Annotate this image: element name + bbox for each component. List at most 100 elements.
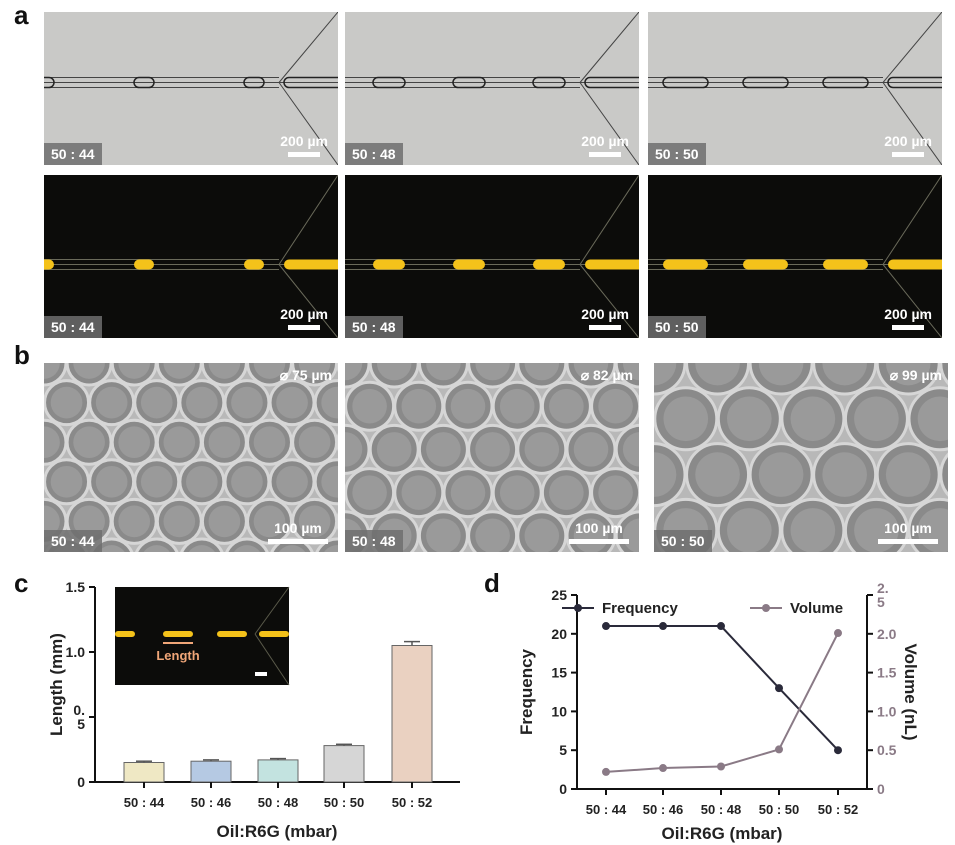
- droplet-core: [475, 518, 510, 552]
- tick-part: 5: [877, 594, 885, 610]
- scale-bar-label: 200 µm: [581, 133, 629, 149]
- droplet-core: [50, 386, 83, 419]
- background: [345, 175, 639, 338]
- y-tick-label: 0: [77, 774, 85, 790]
- droplet: [372, 76, 406, 89]
- droplet-core: [298, 505, 331, 538]
- data-point: [602, 767, 610, 776]
- droplet: [939, 452, 948, 497]
- droplet-core: [663, 396, 709, 442]
- channel-wall: [254, 586, 290, 635]
- droplet-core: [524, 432, 560, 467]
- droplet: [244, 259, 264, 270]
- scale-bar-label: 200 µm: [280, 306, 328, 322]
- droplet: [939, 363, 948, 386]
- y-tick-label: 0: [559, 781, 567, 797]
- scale-bar: 200 µm: [884, 133, 932, 157]
- y-tick-label: 1.0: [66, 644, 86, 660]
- droplet: [134, 259, 154, 270]
- legend-label: Volume: [790, 600, 843, 617]
- droplet-core: [524, 518, 560, 552]
- legend-marker: [574, 604, 582, 612]
- scale-bar-label: 100 µm: [274, 520, 322, 536]
- y-tick-label: 25: [551, 587, 567, 603]
- x-axis-label: Oil:R6G (mbar): [217, 822, 338, 841]
- panel-label-c: c: [14, 568, 29, 598]
- droplet-core: [163, 426, 196, 459]
- droplet-core: [654, 452, 677, 497]
- droplet-core: [73, 363, 105, 379]
- droplet-core: [321, 465, 338, 498]
- droplet-core: [622, 363, 639, 381]
- channel-wall: [278, 175, 338, 265]
- droplet-core: [208, 426, 241, 459]
- droplet-core: [426, 518, 461, 552]
- micrograph: [345, 175, 639, 338]
- droplet-core: [298, 426, 331, 459]
- ratio-label: 50 : 48: [345, 530, 403, 552]
- droplet: [243, 76, 265, 89]
- droplet-core: [790, 396, 836, 442]
- droplet: [663, 259, 708, 270]
- droplet: [662, 76, 709, 89]
- droplet: [533, 259, 565, 270]
- droplet-core: [450, 475, 486, 510]
- bright-image-3: 50 : 50 200 µm: [648, 12, 942, 165]
- droplet: [217, 631, 247, 637]
- droplet: [532, 76, 566, 89]
- scale-bar: [255, 672, 267, 676]
- x-tick-label: 50 : 48: [258, 795, 298, 810]
- channel-wall: [254, 633, 290, 686]
- bright-image-2: 50 : 48 200 µm: [345, 12, 639, 165]
- droplet-core: [118, 505, 151, 538]
- scale-bar-line: [589, 325, 622, 330]
- inset-length-label: Length: [156, 648, 199, 663]
- droplet-core: [73, 426, 105, 459]
- data-point: [717, 622, 725, 631]
- scale-bar: 200 µm: [884, 306, 932, 330]
- dispersed-phase: [283, 76, 338, 89]
- background: [648, 175, 942, 338]
- scale-bar-label: 100 µm: [575, 520, 623, 536]
- droplet-core: [345, 432, 363, 467]
- droplet-core: [321, 386, 338, 419]
- droplet-core: [253, 505, 286, 538]
- droplet-core: [598, 388, 633, 424]
- droplet-core: [186, 386, 218, 419]
- droplet-core: [324, 545, 338, 552]
- x-tick-label: 50 : 52: [818, 802, 858, 817]
- droplet-core: [401, 475, 437, 510]
- data-point: [659, 764, 667, 773]
- data-point: [775, 745, 783, 754]
- droplet-core: [885, 452, 931, 497]
- dispersed-phase: [585, 259, 639, 270]
- ratio-label: 50 : 50: [648, 143, 706, 165]
- data-point: [775, 684, 783, 693]
- ratio-label: 50 : 44: [44, 530, 102, 552]
- droplet-image-2: 50 : 48 100 µm ⌀ 82 µm: [345, 363, 639, 552]
- scale-bar: 200 µm: [581, 133, 629, 157]
- x-tick-label: 50 : 48: [701, 802, 741, 817]
- bar: [257, 759, 299, 783]
- fluor-image-3: 50 : 50 200 µm: [648, 175, 942, 338]
- droplet-core: [622, 432, 639, 467]
- scale-bar-label: 200 µm: [280, 133, 328, 149]
- diameter-label: ⌀ 75 µm: [279, 367, 332, 383]
- droplet-core: [695, 452, 740, 497]
- y-tick-label: 5: [559, 742, 567, 758]
- droplet-core: [143, 545, 170, 552]
- scale-bar-line: [288, 152, 321, 157]
- y2-tick-label: 0: [877, 781, 885, 797]
- droplet: [742, 76, 789, 89]
- droplet-core: [233, 545, 260, 552]
- droplet-core: [376, 363, 412, 381]
- droplet-core: [450, 388, 486, 424]
- droplet-core: [208, 505, 241, 538]
- droplet: [133, 76, 155, 89]
- x-tick-label: 50 : 46: [643, 802, 683, 817]
- channel-wall: [579, 264, 639, 338]
- droplet-core: [44, 363, 60, 379]
- droplet-core: [163, 363, 196, 379]
- series-line-volume: [605, 632, 839, 773]
